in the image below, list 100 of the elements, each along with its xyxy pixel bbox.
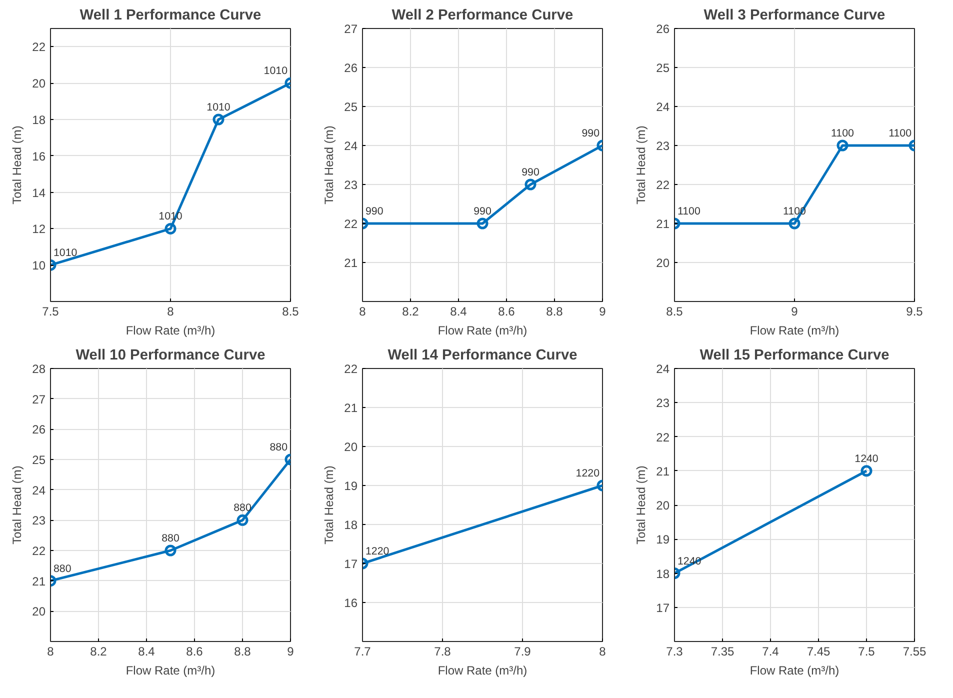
x-axis-title: Flow Rate (m³/h) <box>438 324 528 338</box>
y-tick-label: 21 <box>344 256 358 270</box>
y-axis-title: Total Head (m) <box>322 126 336 204</box>
y-tick-label: 20 <box>656 256 670 270</box>
x-tick-label: 8.5 <box>282 304 300 318</box>
x-tick-label: 8.4 <box>450 304 468 318</box>
y-tick-label: 24 <box>344 139 358 153</box>
y-tick-label: 25 <box>32 453 46 467</box>
x-tick-label: 9 <box>287 644 294 658</box>
y-tick-label: 17 <box>656 600 670 615</box>
y-tick-label: 18 <box>344 518 358 532</box>
annotation: 1100 <box>831 128 854 140</box>
y-tick-label: 21 <box>32 574 46 588</box>
y-axis-title: Total Head (m) <box>634 466 648 544</box>
y-tick-label: 23 <box>656 139 670 153</box>
y-tick-label: 22 <box>32 40 46 54</box>
annotation: 990 <box>366 206 384 218</box>
y-tick-label: 20 <box>344 440 358 454</box>
annotation: 1010 <box>264 65 288 78</box>
y-tick-label: 21 <box>656 217 670 231</box>
x-tick-label: 8.6 <box>186 644 204 658</box>
x-tick-label: 8.2 <box>402 304 420 318</box>
x-axis-title: Flow Rate (m³/h) <box>126 664 216 678</box>
y-tick-label: 26 <box>656 22 670 36</box>
y-axis-title: Total Head (m) <box>10 466 24 544</box>
y-tick-label: 12 <box>32 222 46 236</box>
x-tick-label: 8.2 <box>90 644 108 658</box>
chart-title: Well 3 Performance Curve <box>704 8 886 24</box>
x-tick-label: 8 <box>359 304 366 318</box>
x-tick-label: 7.5 <box>42 304 60 318</box>
annotation: 1220 <box>576 468 600 480</box>
annotation: 990 <box>474 206 492 218</box>
x-tick-label: 7.45 <box>806 644 831 658</box>
y-axis-title: Total Head (m) <box>634 126 648 204</box>
x-tick-label: 9 <box>599 304 606 318</box>
x-tick-label: 7.3 <box>666 644 684 658</box>
y-tick-label: 20 <box>32 76 46 91</box>
chart-title: Well 2 Performance Curve <box>392 8 574 24</box>
y-axis-title: Total Head (m) <box>322 466 336 544</box>
y-axis-title: Total Head (m) <box>10 126 24 204</box>
y-tick-label: 22 <box>344 362 358 376</box>
y-tick-label: 22 <box>656 178 670 192</box>
annotation: 990 <box>582 128 600 140</box>
annotation: 880 <box>54 562 72 575</box>
annotation: 1220 <box>366 546 390 558</box>
x-axis-title: Flow Rate (m³/h) <box>438 664 528 678</box>
y-tick-label: 19 <box>344 479 358 493</box>
y-tick-label: 22 <box>656 430 670 444</box>
y-tick-label: 21 <box>344 401 358 415</box>
y-tick-label: 24 <box>656 100 670 114</box>
y-tick-label: 27 <box>344 22 358 36</box>
y-tick-label: 16 <box>344 596 358 610</box>
annotation: 880 <box>270 442 288 454</box>
y-tick-label: 24 <box>32 483 46 498</box>
x-tick-label: 7.8 <box>434 644 452 658</box>
y-tick-label: 23 <box>656 396 670 410</box>
annotation: 880 <box>234 502 252 514</box>
y-tick-label: 17 <box>344 557 358 571</box>
annotation: 880 <box>162 532 180 544</box>
x-tick-label: 7.55 <box>902 644 927 658</box>
x-tick-label: 7.4 <box>762 644 780 658</box>
y-tick-label: 23 <box>32 514 46 528</box>
chart-title: Well 15 Performance Curve <box>700 348 890 364</box>
y-tick-label: 22 <box>32 544 46 558</box>
x-tick-label: 8.8 <box>546 304 564 318</box>
x-tick-label: 7.7 <box>354 644 372 658</box>
y-tick-label: 16 <box>32 149 46 164</box>
x-tick-label: 8 <box>47 644 54 658</box>
chart-title: Well 14 Performance Curve <box>388 348 578 364</box>
x-axis-title: Flow Rate (m³/h) <box>750 324 840 338</box>
y-tick-label: 19 <box>656 532 670 547</box>
x-axis-title: Flow Rate (m³/h) <box>750 664 840 678</box>
x-tick-label: 7.9 <box>514 644 532 658</box>
x-tick-label: 8.6 <box>498 304 516 318</box>
y-tick-label: 28 <box>32 362 46 376</box>
y-tick-label: 23 <box>344 178 358 192</box>
x-tick-label: 7.35 <box>710 644 735 658</box>
y-tick-label: 20 <box>32 604 46 619</box>
x-tick-label: 8 <box>599 644 606 658</box>
y-tick-label: 10 <box>32 258 46 273</box>
y-tick-label: 18 <box>32 113 46 127</box>
x-tick-label: 9 <box>791 304 798 318</box>
x-tick-label: 8.5 <box>666 304 684 318</box>
y-tick-label: 21 <box>656 464 670 478</box>
y-tick-label: 26 <box>32 422 46 437</box>
annotation: 1010 <box>54 247 78 260</box>
x-tick-label: 8.8 <box>234 644 252 658</box>
y-tick-label: 14 <box>32 186 46 200</box>
annotation: 1100 <box>888 128 912 140</box>
x-tick-label: 8.4 <box>138 644 156 658</box>
chart-title: Well 10 Performance Curve <box>76 348 266 364</box>
y-tick-label: 20 <box>656 498 670 512</box>
y-tick-label: 25 <box>656 61 670 75</box>
annotation: 1240 <box>854 452 878 465</box>
annotation: 1100 <box>678 206 700 218</box>
x-tick-label: 8 <box>167 304 174 318</box>
y-tick-label: 26 <box>344 61 358 75</box>
y-tick-label: 18 <box>656 566 670 581</box>
y-tick-label: 27 <box>32 392 46 406</box>
x-axis-title: Flow Rate (m³/h) <box>126 324 216 338</box>
